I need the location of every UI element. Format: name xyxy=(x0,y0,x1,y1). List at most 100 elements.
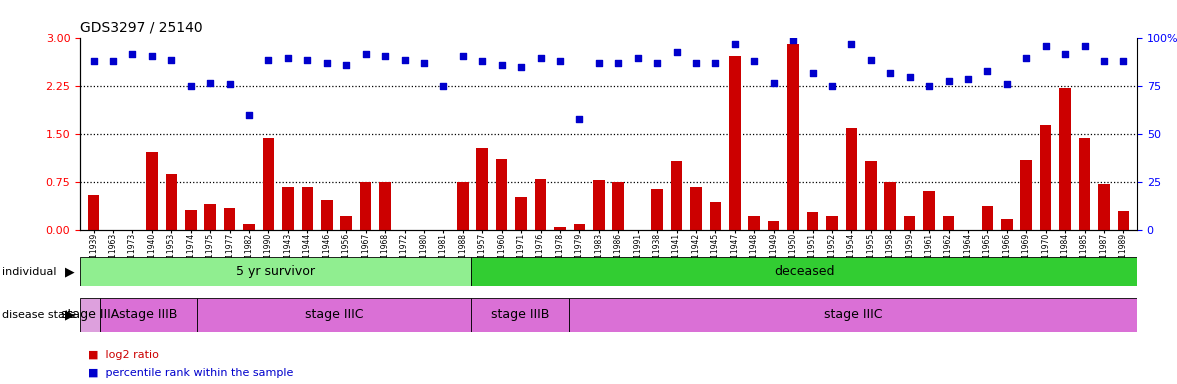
Bar xyxy=(943,216,955,230)
Bar xyxy=(262,137,274,230)
Point xyxy=(551,58,570,65)
Bar xyxy=(690,187,701,230)
Text: stage IIIC: stage IIIC xyxy=(824,308,883,321)
Point xyxy=(1075,43,1093,49)
Point xyxy=(181,83,200,89)
Bar xyxy=(865,161,877,230)
Point xyxy=(667,49,686,55)
Point xyxy=(162,56,181,63)
Point xyxy=(880,70,899,76)
Bar xyxy=(534,179,546,230)
Text: stage IIIC: stage IIIC xyxy=(305,308,364,321)
Bar xyxy=(321,200,333,230)
Bar xyxy=(1117,211,1129,230)
Bar xyxy=(1098,184,1110,230)
Point xyxy=(647,60,666,66)
Bar xyxy=(651,189,663,230)
Point xyxy=(142,53,161,59)
Bar xyxy=(593,180,605,230)
Bar xyxy=(100,298,198,332)
Bar xyxy=(554,227,566,230)
Bar xyxy=(205,204,217,230)
Point xyxy=(492,62,511,68)
Text: stage IIIA: stage IIIA xyxy=(61,308,119,321)
Point xyxy=(259,56,278,63)
Bar xyxy=(80,298,100,332)
Text: deceased: deceased xyxy=(774,265,834,278)
Point xyxy=(784,37,803,43)
Point xyxy=(375,53,394,59)
Bar xyxy=(516,197,527,230)
Point xyxy=(745,58,764,65)
Bar xyxy=(198,298,472,332)
Bar xyxy=(710,202,722,230)
Point xyxy=(1036,43,1055,49)
Point xyxy=(531,55,550,61)
Point xyxy=(434,83,453,89)
Bar xyxy=(1000,219,1012,230)
Point xyxy=(570,116,588,122)
Bar xyxy=(612,182,624,230)
Point xyxy=(298,56,317,63)
Point xyxy=(1017,55,1036,61)
Point xyxy=(395,56,414,63)
Point xyxy=(453,53,472,59)
Point xyxy=(862,56,880,63)
Bar xyxy=(379,182,391,230)
Bar xyxy=(923,191,935,230)
Text: stage IIIB: stage IIIB xyxy=(119,308,178,321)
Text: ■  percentile rank within the sample: ■ percentile rank within the sample xyxy=(88,367,293,377)
Point xyxy=(978,68,997,74)
Point xyxy=(201,79,220,86)
Bar xyxy=(80,257,472,286)
Point xyxy=(725,41,744,47)
Point xyxy=(1095,58,1113,65)
Text: GDS3297 / 25140: GDS3297 / 25140 xyxy=(80,21,202,35)
Bar xyxy=(671,161,683,230)
Bar xyxy=(845,128,857,230)
Point xyxy=(318,60,337,66)
Bar xyxy=(749,216,760,230)
Point xyxy=(414,60,433,66)
Bar xyxy=(1020,160,1032,230)
Bar xyxy=(301,187,313,230)
Bar xyxy=(244,224,255,230)
Point xyxy=(473,58,492,65)
Point xyxy=(240,112,259,118)
Text: ▶: ▶ xyxy=(65,308,74,321)
Point xyxy=(706,60,725,66)
Point xyxy=(220,81,239,88)
Point xyxy=(764,79,783,86)
Point xyxy=(590,60,609,66)
Bar xyxy=(457,182,468,230)
Bar xyxy=(166,174,178,230)
Bar xyxy=(806,212,818,230)
Bar xyxy=(477,149,488,230)
Bar xyxy=(1059,88,1071,230)
Text: 5 yr survivor: 5 yr survivor xyxy=(237,265,315,278)
Point xyxy=(1113,58,1132,65)
Bar xyxy=(472,257,1137,286)
Point xyxy=(939,78,958,84)
Bar xyxy=(1039,125,1051,230)
Point xyxy=(958,76,977,82)
Bar xyxy=(88,195,100,230)
Bar xyxy=(340,216,352,230)
Point xyxy=(357,51,375,57)
Text: individual: individual xyxy=(2,266,56,277)
Bar xyxy=(767,222,779,230)
Point xyxy=(337,62,355,68)
Bar xyxy=(185,210,197,230)
Point xyxy=(900,74,919,80)
Bar xyxy=(826,216,838,230)
Bar xyxy=(1078,137,1090,230)
Text: disease state: disease state xyxy=(2,310,77,320)
Point xyxy=(997,81,1016,88)
Bar xyxy=(904,216,916,230)
Bar xyxy=(787,43,799,230)
Text: ▶: ▶ xyxy=(65,265,74,278)
Bar xyxy=(496,159,507,230)
Text: ■  log2 ratio: ■ log2 ratio xyxy=(88,350,159,360)
Point xyxy=(629,55,647,61)
Bar xyxy=(282,187,294,230)
